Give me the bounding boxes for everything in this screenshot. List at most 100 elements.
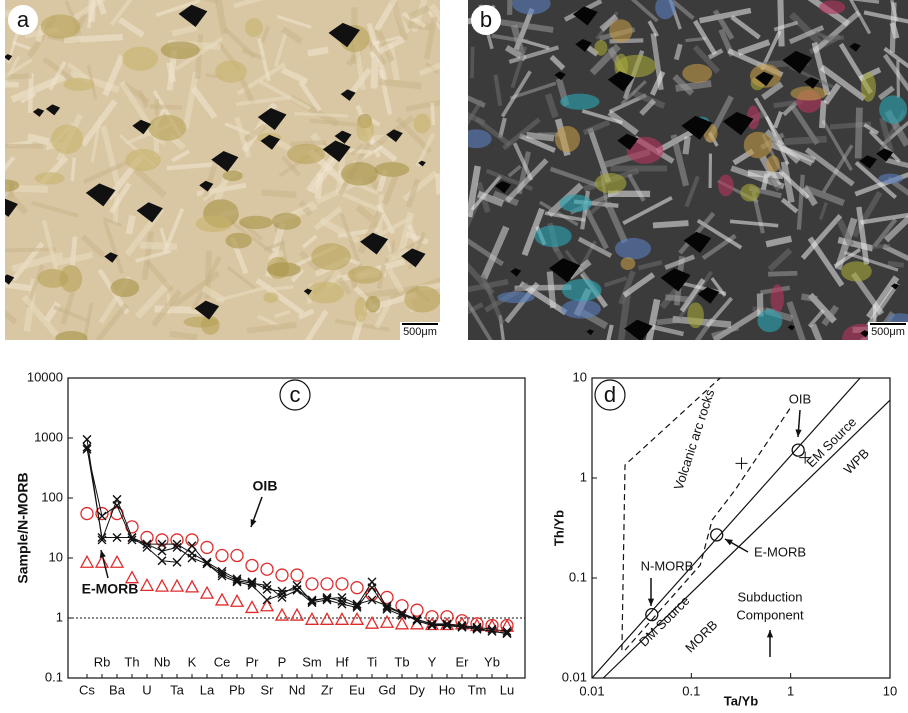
texture: [356, 118, 374, 142]
panel-label: c: [290, 382, 301, 407]
marker: [368, 584, 376, 592]
annotation: Subduction: [737, 589, 802, 604]
marker: [216, 594, 228, 605]
y-tick-label: 10: [49, 549, 63, 564]
texture: [161, 41, 200, 59]
texture: [766, 155, 779, 172]
texture: [41, 14, 80, 38]
x-tick-label: 1: [787, 683, 794, 698]
texture: [404, 286, 441, 312]
marker: [736, 457, 748, 469]
series-label: E-MORB: [82, 581, 139, 597]
marker: [381, 591, 393, 603]
texture: [51, 125, 83, 155]
texture: [125, 149, 160, 171]
marker: [351, 613, 363, 624]
texture: [0, 82, 18, 88]
marker: [186, 534, 198, 546]
texture: [609, 19, 632, 42]
y-tick-label: 100: [41, 489, 63, 504]
y-axis-title: Th/Yb: [551, 510, 566, 546]
texture: [878, 174, 903, 184]
x-tick-label: Nd: [289, 682, 306, 697]
arrow-head: [767, 630, 773, 637]
texture: [35, 172, 65, 184]
texture: [896, 60, 900, 97]
x-tick-label: Lu: [500, 682, 514, 697]
texture: [122, 47, 158, 71]
marker: [321, 613, 333, 624]
scale-bar-label: 500μm: [403, 326, 437, 338]
texture: [245, 18, 263, 37]
marker: [792, 444, 804, 456]
marker: [201, 587, 213, 598]
texture: [196, 215, 232, 232]
texture: [615, 238, 651, 260]
panel-label: b: [480, 7, 492, 32]
texture: [718, 175, 734, 197]
texture: [267, 262, 301, 276]
series-line: [87, 447, 507, 631]
marker: [306, 578, 318, 590]
x-tick-label: 0.1: [682, 683, 700, 698]
texture: [855, 108, 863, 159]
x-tick-label: Ce: [214, 654, 231, 669]
texture: [709, 154, 712, 188]
annotation: N-MORB: [641, 558, 694, 573]
texture: [757, 309, 782, 332]
annotation: E-MORB: [754, 544, 806, 559]
figure: a500μmb500μm0.1110100100010000Sample/N-M…: [0, 0, 908, 708]
x-tick-label: Th: [124, 654, 139, 669]
x-tick-label: Ba: [109, 682, 126, 697]
annotation: Volcanic arc rocks: [671, 387, 718, 492]
texture: [595, 173, 627, 194]
texture: [263, 292, 278, 303]
marker: [276, 569, 288, 581]
marker: [381, 616, 393, 627]
annotation: OIB: [789, 391, 811, 406]
x-axis-title: Ta/Yb: [724, 693, 758, 708]
texture: [341, 162, 378, 186]
scale-bar-label: 500μm: [871, 326, 905, 338]
texture: [555, 126, 580, 152]
texture: [355, 297, 368, 323]
marker: [321, 578, 333, 590]
texture: [559, 195, 592, 212]
x-tick-label: Er: [456, 654, 470, 669]
marker: [81, 508, 93, 520]
texture: [307, 282, 345, 304]
texture: [88, 0, 96, 22]
annotation: WPB: [840, 445, 872, 477]
marker: [411, 604, 423, 616]
marker: [263, 596, 271, 604]
texture: [311, 243, 351, 270]
texture: [682, 64, 712, 83]
texture: [215, 60, 247, 82]
annotation: DM Source: [636, 593, 693, 650]
x-tick-label: Gd: [378, 682, 395, 697]
texture: [148, 115, 186, 141]
y-tick-label: 0.1: [569, 569, 587, 584]
texture: [594, 40, 607, 56]
marker: [231, 550, 243, 562]
texture: [64, 78, 95, 91]
texture: [239, 216, 273, 229]
x-tick-label: P: [278, 654, 287, 669]
texture: [223, 170, 243, 181]
panel-label: a: [17, 7, 30, 32]
x-tick-label: Hf: [336, 654, 349, 669]
marker: [186, 581, 198, 592]
texture: [841, 261, 872, 281]
annotation: MORB: [682, 617, 720, 655]
marker: [336, 613, 348, 624]
texture: [819, 1, 845, 15]
x-tick-label: Pr: [246, 654, 260, 669]
texture: [55, 331, 87, 346]
x-tick-label: La: [200, 682, 215, 697]
x-tick-label: Dy: [409, 682, 425, 697]
marker: [261, 563, 273, 575]
arrow-head: [648, 599, 654, 606]
y-tick-label: 0.01: [562, 669, 587, 684]
marker: [96, 556, 108, 567]
x-tick-label: Tm: [468, 682, 487, 697]
